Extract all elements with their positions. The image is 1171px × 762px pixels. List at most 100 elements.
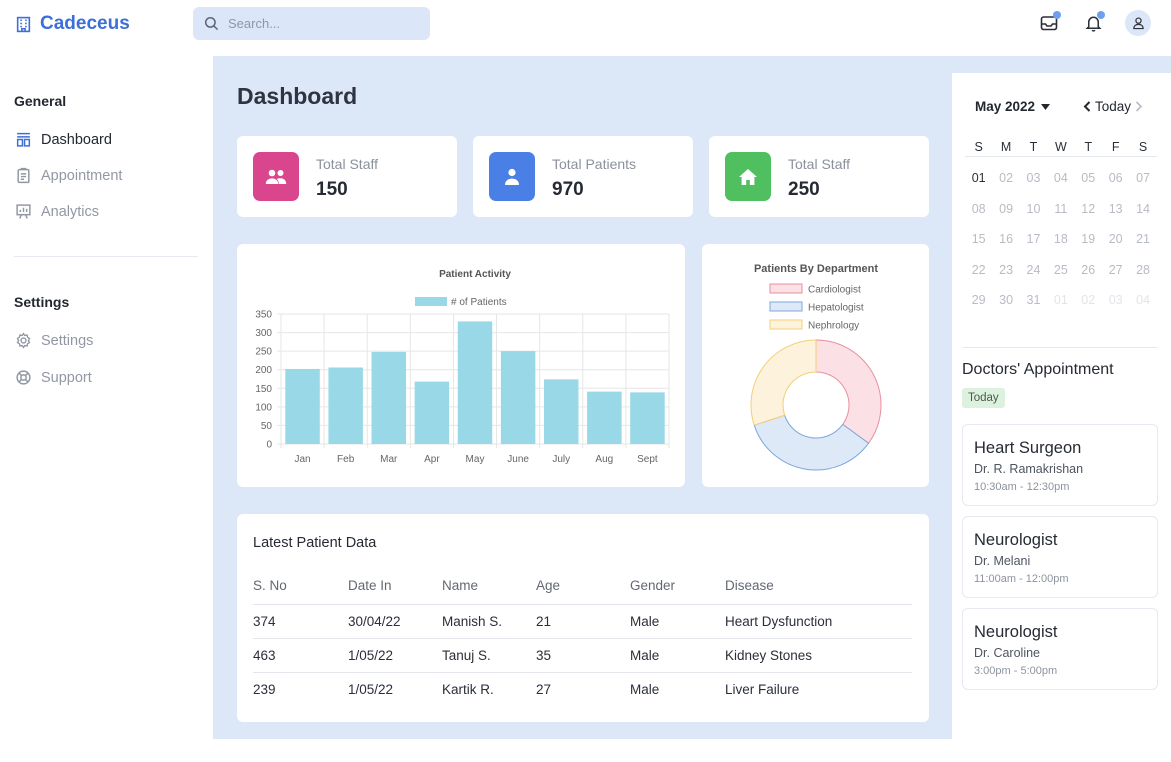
appointment-doctor: Dr. R. Ramakrishan [974, 462, 1084, 476]
sidebar-item-analytics[interactable]: Analytics [15, 203, 99, 220]
calendar-day[interactable]: 03 [1026, 171, 1041, 186]
calendar-day[interactable]: 17 [1026, 232, 1041, 247]
notifications-button[interactable] [1081, 10, 1105, 36]
right-panel: May 2022 Today S M T W T F S 01 02 03 04 05 06 07 08 09… [952, 73, 1171, 762]
calendar-day[interactable]: 18 [1053, 232, 1068, 247]
calendar-today-button[interactable]: Today [1095, 99, 1132, 114]
cell-name: Manish S. [442, 604, 536, 639]
bar-may[interactable] [457, 321, 493, 444]
calendar-day[interactable]: 08 [971, 201, 986, 216]
chevron-left-icon[interactable] [1083, 101, 1091, 112]
bar-mar[interactable] [371, 351, 407, 444]
search-input[interactable] [228, 16, 418, 31]
x-tick-label: Aug [595, 454, 613, 465]
bar-feb[interactable] [328, 367, 363, 444]
bar-july[interactable] [543, 379, 579, 444]
calendar-day[interactable]: 21 [1136, 232, 1150, 247]
appointment-card[interactable]: Neurologist Dr. Caroline 3:00pm - 5:00pm [962, 608, 1158, 690]
appointment-card[interactable]: Neurologist Dr. Melani 11:00am - 12:00pm [962, 516, 1158, 598]
calendar-day[interactable]: 07 [1136, 171, 1150, 186]
sidebar-item-support[interactable]: Support [15, 369, 92, 386]
patient-activity-card: Patient Activity # of Patients 0 50 100 150 20… [237, 244, 685, 487]
calendar-day[interactable]: 24 [1026, 262, 1041, 277]
stat-card-total-staff[interactable]: Total Staff 150 [237, 136, 457, 217]
calendar-day[interactable]: 14 [1136, 201, 1150, 216]
weekday-label: S [1138, 139, 1148, 154]
slice-cardiologist[interactable] [815, 339, 882, 444]
calendar-day[interactable]: 16 [999, 232, 1014, 247]
sidebar-item-label: Appointment [41, 167, 123, 184]
calendar-day[interactable]: 27 [1108, 262, 1123, 277]
stat-card-total-staff-2[interactable]: Total Staff 250 [709, 136, 929, 217]
calendar-day[interactable]: 20 [1108, 232, 1123, 247]
sidebar-item-label: Analytics [41, 203, 100, 220]
appointment-card[interactable]: Heart Surgeon Dr. R. Ramakrishan 10:30am… [962, 424, 1158, 506]
appointment-time: 3:00pm - 5:00pm [974, 665, 1058, 677]
calendar-day[interactable]: 22 [971, 262, 986, 277]
stat-icon-box [725, 152, 771, 201]
calendar-day[interactable]: 29 [971, 293, 986, 308]
table-row[interactable]: 239 1/05/22 Kartik R. 27 Male Liver Fail… [253, 672, 912, 706]
calendar-day[interactable]: 01 [971, 171, 986, 186]
user-avatar[interactable] [1125, 10, 1151, 36]
bar-jan[interactable] [285, 368, 320, 444]
calendar-day[interactable]: 23 [999, 262, 1014, 277]
calendar-day[interactable]: 25 [1053, 262, 1068, 277]
x-tick-label: Jan [294, 454, 310, 465]
calendar-day[interactable]: 10 [1026, 201, 1041, 216]
calendar-day[interactable]: 13 [1108, 201, 1123, 216]
app-logo[interactable]: Cadeceus [15, 13, 130, 35]
stat-icon-box [489, 152, 535, 201]
calendar-day[interactable]: 30 [999, 293, 1014, 308]
calendar-day[interactable]: 02 [999, 171, 1014, 186]
cell-gender: Male [630, 681, 660, 697]
calendar-day[interactable]: 04 [1136, 293, 1150, 308]
bar-june[interactable] [500, 351, 536, 444]
calendar-day[interactable]: 01 [1053, 293, 1068, 308]
weekday-label: W [1054, 139, 1067, 154]
search-box[interactable] [193, 7, 430, 40]
calendar-day[interactable]: 19 [1081, 232, 1096, 247]
x-tick-label: Sept [637, 454, 658, 465]
sidebar: General Dashboard Appointment Analytics … [0, 56, 213, 762]
calendar-day[interactable]: 11 [1054, 201, 1068, 216]
month-selector[interactable]: May 2022 [975, 99, 1051, 114]
bar-aug[interactable] [587, 391, 622, 444]
sidebar-item-settings[interactable]: Settings [15, 332, 93, 349]
sidebar-item-dashboard[interactable]: Dashboard [15, 131, 112, 148]
col-header: Gender [630, 568, 725, 605]
appointment-doctor: Dr. Caroline [974, 646, 1040, 660]
bar-apr[interactable] [414, 381, 450, 444]
calendar-day[interactable]: 04 [1053, 171, 1068, 186]
bell-notification-dot [1097, 11, 1105, 19]
calendar-day[interactable]: 26 [1081, 262, 1096, 277]
cell-age: 35 [536, 638, 630, 673]
table-row[interactable]: 374 30/04/22 Manish S. 21 Male Heart Dys… [253, 604, 912, 639]
calendar-day[interactable]: 09 [999, 201, 1014, 216]
sidebar-item-appointment[interactable]: Appointment [15, 167, 122, 184]
table-row[interactable]: 463 1/05/22 Tanuj S. 35 Male Kidney Ston… [253, 638, 912, 673]
patient-activity-chart: Patient Activity # of Patients 0 50 100 150 20… [255, 269, 670, 465]
stat-card-total-patients[interactable]: Total Patients 970 [473, 136, 693, 217]
calendar-day[interactable]: 03 [1108, 293, 1123, 308]
inbox-notification-dot [1053, 11, 1061, 19]
legend-swatch [415, 297, 447, 306]
today-badge: Today [962, 388, 1005, 408]
slice-nephrology[interactable] [750, 339, 817, 426]
legend-swatch [769, 283, 803, 294]
inbox-button[interactable] [1037, 10, 1061, 36]
cell-disease: Heart Dysfunction [725, 604, 912, 639]
bar-sept[interactable] [630, 392, 665, 444]
calendar-day[interactable]: 28 [1136, 262, 1150, 277]
slice-hepatologist[interactable] [753, 414, 870, 471]
chart-title: Patient Activity [439, 269, 511, 280]
sidebar-item-label: Dashboard [41, 131, 112, 148]
calendar-day[interactable]: 02 [1081, 293, 1096, 308]
legend-label: # of Patients [451, 297, 507, 308]
calendar-day[interactable]: 06 [1108, 171, 1123, 186]
chevron-right-icon[interactable] [1135, 101, 1143, 112]
calendar-day[interactable]: 31 [1026, 293, 1041, 308]
calendar-day[interactable]: 12 [1081, 201, 1096, 216]
calendar-day[interactable]: 05 [1081, 171, 1096, 186]
calendar-day[interactable]: 15 [971, 232, 986, 247]
